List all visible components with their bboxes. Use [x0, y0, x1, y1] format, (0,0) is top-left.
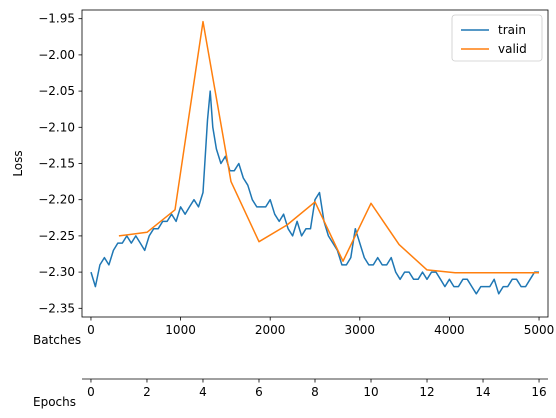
epoch-tick-label: 12 [419, 385, 434, 399]
y-tick-label: −2.25 [38, 229, 75, 243]
batch-tick-label: 0 [87, 323, 95, 337]
epoch-tick-label: 16 [531, 385, 546, 399]
epochs-axis-title: Epochs [33, 395, 76, 409]
legend-label-valid: valid [498, 42, 527, 56]
y-tick-label: −2.20 [38, 193, 75, 207]
batch-tick-label: 2000 [255, 323, 286, 337]
batch-tick-label: 1000 [165, 323, 196, 337]
epoch-tick-label: 2 [143, 385, 151, 399]
y-tick-label: −2.30 [38, 265, 75, 279]
train-series-layer [90, 90, 539, 295]
batch-tick-label: 4000 [434, 323, 465, 337]
epochs-axis: 0 2 4 6 8 10 12 14 16 [87, 379, 547, 399]
y-tick-label: −2.10 [38, 120, 75, 134]
batch-tick-label: 3000 [345, 323, 376, 337]
batch-tick-label: 5000 [524, 323, 555, 337]
epoch-tick-label: 4 [199, 385, 207, 399]
legend-label-train: train [498, 23, 526, 37]
y-tick-label: −2.00 [38, 48, 75, 62]
y-axis-title: Loss [11, 150, 25, 176]
batches-axis-title: Batches [33, 333, 81, 347]
epoch-tick-label: 14 [475, 385, 490, 399]
epoch-tick-label: 10 [363, 385, 378, 399]
epoch-tick-label: 8 [311, 385, 319, 399]
y-tick-label: −2.35 [38, 301, 75, 315]
y-tick-label: −2.05 [38, 84, 75, 98]
valid-series-layer [118, 20, 539, 274]
epoch-tick-label: 6 [255, 385, 263, 399]
batches-axis: 0 1000 2000 3000 4000 5000 [87, 317, 554, 337]
y-tick-label: −1.95 [38, 12, 75, 26]
train-line [90, 90, 539, 295]
legend-box [451, 14, 543, 62]
legend: train valid [451, 14, 543, 62]
valid-line [118, 20, 539, 274]
y-tick-label: −2.15 [38, 157, 75, 171]
epoch-tick-label: 0 [87, 385, 95, 399]
y-axis: −2.35 −2.30 −2.25 −2.20 −2.15 −2.10 −2.05 −2.00… [38, 12, 82, 315]
